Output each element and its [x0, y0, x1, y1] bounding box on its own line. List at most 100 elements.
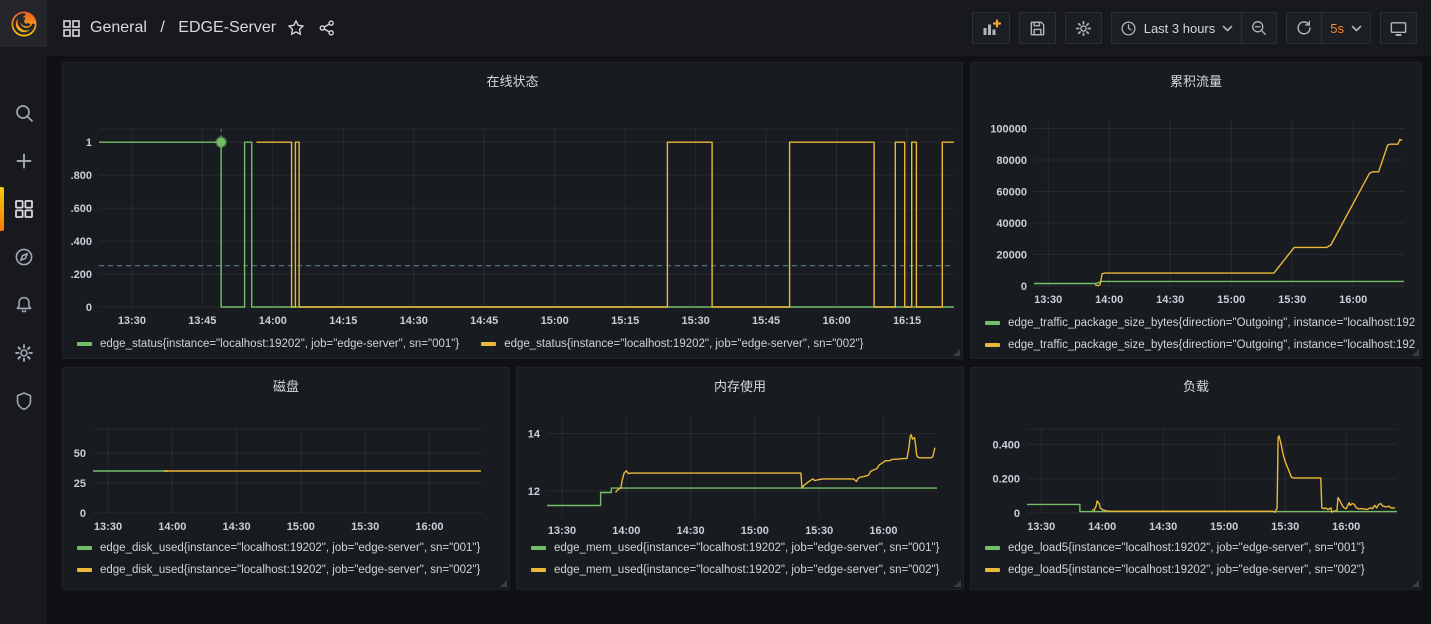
legend-item[interactable]: edge_mem_used{instance="localhost:19202"…: [531, 540, 957, 556]
dashboard-settings-button[interactable]: [1065, 12, 1102, 44]
x-tick-label: 15:30: [805, 525, 833, 536]
legend-label[interactable]: edge_mem_used{instance="localhost:19202"…: [554, 564, 939, 576]
zoom-out-button[interactable]: [1241, 12, 1277, 44]
panel-resize-handle[interactable]: [954, 580, 961, 587]
panel-title[interactable]: 内存使用: [517, 376, 963, 395]
y-tick-label: 60000: [996, 186, 1027, 198]
panel-title[interactable]: 累积流量: [971, 71, 1421, 90]
panel-resize-handle[interactable]: [953, 349, 960, 356]
grafana-logo[interactable]: [0, 0, 47, 47]
legend-swatch[interactable]: [531, 568, 546, 572]
save-icon: [1028, 19, 1047, 38]
y-tick-label: 0.800: [71, 170, 92, 182]
legend-swatch[interactable]: [985, 568, 1000, 572]
y-tick-label: 25: [74, 478, 86, 490]
sidebar-item-server-admin[interactable]: [0, 377, 47, 425]
x-tick-label: 16:00: [822, 315, 850, 327]
y-tick-label: 0.200: [71, 269, 92, 281]
x-tick-label: 13:45: [188, 315, 216, 327]
series-line-sn001: [1034, 281, 1404, 283]
legend-item[interactable]: edge_traffic_package_size_bytes{directio…: [985, 315, 1415, 331]
legend-label[interactable]: edge_disk_used{instance="localhost:19202…: [100, 542, 480, 554]
x-tick-label: 14:45: [470, 315, 498, 327]
legend-swatch[interactable]: [481, 342, 496, 346]
legend-label[interactable]: edge_status{instance="localhost:19202", …: [504, 338, 863, 350]
legend-swatch[interactable]: [985, 321, 1000, 325]
legend-label[interactable]: edge_status{instance="localhost:19202", …: [100, 338, 459, 350]
panel-title[interactable]: 负载: [971, 376, 1421, 395]
tv-monitor-icon: [1389, 19, 1408, 38]
disk-chart[interactable]: 13:3014:0014:3015:0015:3016:0002550: [71, 404, 503, 536]
legend-item[interactable]: edge_traffic_package_size_bytes{directio…: [985, 337, 1415, 353]
refresh-group: 5s: [1286, 12, 1371, 44]
gear-icon: [1074, 19, 1093, 38]
kiosk-mode-button[interactable]: [1380, 12, 1417, 44]
legend-item[interactable]: edge_status{instance="localhost:19202", …: [77, 338, 459, 350]
legend-swatch[interactable]: [985, 343, 1000, 347]
legend-swatch[interactable]: [77, 546, 92, 550]
sidebar-item-alerting[interactable]: [0, 281, 47, 329]
x-tick-label: 14:00: [158, 521, 186, 533]
save-dashboard-button[interactable]: [1019, 12, 1056, 44]
legend-item[interactable]: edge_load5{instance="localhost:19202", j…: [985, 562, 1415, 578]
sidebar-item-dashboards[interactable]: [0, 185, 47, 233]
panel-memory: 内存使用 13:3014:0014:3015:0015:3016:001214 …: [516, 367, 964, 590]
x-tick-label: 16:15: [893, 315, 921, 327]
legend-label[interactable]: edge_mem_used{instance="localhost:19202"…: [554, 542, 939, 554]
legend-item[interactable]: edge_mem_used{instance="localhost:19202"…: [531, 562, 957, 578]
load-chart[interactable]: 13:3014:0014:3015:0015:3016:0000.2000.40…: [979, 404, 1415, 536]
panel-resize-handle[interactable]: [1412, 349, 1419, 356]
sidebar-item-create[interactable]: [0, 137, 47, 185]
refresh-icon: [1295, 19, 1313, 37]
breadcrumb-section[interactable]: General: [90, 19, 147, 37]
legend-item[interactable]: edge_load5{instance="localhost:19202", j…: [985, 540, 1415, 556]
legend-item[interactable]: edge_disk_used{instance="localhost:19202…: [77, 562, 503, 578]
y-tick-label: 14: [528, 428, 541, 440]
y-tick-label: 0: [80, 508, 86, 520]
y-tick-label: 20000: [996, 249, 1027, 261]
legend-label[interactable]: edge_traffic_package_size_bytes{directio…: [1008, 317, 1415, 329]
panel-resize-handle[interactable]: [1412, 580, 1419, 587]
legend-label[interactable]: edge_load5{instance="localhost:19202", j…: [1008, 542, 1365, 554]
panel-cumulative-traffic: 累积流量 13:3014:0014:3015:0015:3016:0002000…: [970, 62, 1422, 359]
legend-label[interactable]: edge_disk_used{instance="localhost:19202…: [100, 564, 480, 576]
cumulative-traffic-chart[interactable]: 13:3014:0014:3015:0015:3016:000200004000…: [979, 97, 1415, 309]
series-line-sn001: [99, 142, 954, 307]
refresh-button[interactable]: [1286, 12, 1321, 44]
legend-label[interactable]: edge_traffic_package_size_bytes{directio…: [1008, 339, 1415, 351]
x-tick-label: 16:00: [415, 521, 443, 533]
star-button[interactable]: [285, 17, 307, 39]
bell-icon: [13, 294, 35, 316]
legend-item[interactable]: edge_disk_used{instance="localhost:19202…: [77, 540, 503, 556]
panel-resize-handle[interactable]: [500, 580, 507, 587]
sidebar-item-configuration[interactable]: [0, 329, 47, 377]
annotation-point[interactable]: [217, 138, 226, 147]
grafana-flame-icon: [9, 9, 39, 39]
panel-title[interactable]: 在线状态: [63, 71, 962, 90]
x-tick-label: 13:30: [94, 521, 122, 533]
legend-swatch[interactable]: [77, 568, 92, 572]
legend-label[interactable]: edge_load5{instance="localhost:19202", j…: [1008, 564, 1365, 576]
breadcrumb-separator: /: [156, 19, 169, 37]
online-status-chart[interactable]: 13:3013:4514:0014:1514:3014:4515:0015:15…: [71, 99, 956, 333]
search-icon: [13, 102, 35, 124]
time-range-button[interactable]: Last 3 hours: [1111, 12, 1242, 44]
x-tick-label: 14:30: [1149, 521, 1177, 533]
legend-swatch[interactable]: [985, 546, 1000, 550]
sidebar-item-explore[interactable]: [0, 233, 47, 281]
legend-item[interactable]: edge_status{instance="localhost:19202", …: [481, 338, 863, 350]
memory-chart[interactable]: 13:3014:0014:3015:0015:3016:001214: [525, 404, 957, 536]
legend-swatch[interactable]: [77, 342, 92, 346]
x-tick-label: 14:00: [259, 315, 287, 327]
series-line-sn002: [256, 142, 954, 307]
x-tick-label: 16:00: [1339, 294, 1367, 306]
share-button[interactable]: [316, 17, 338, 39]
legend-swatch[interactable]: [531, 546, 546, 550]
refresh-interval-button[interactable]: 5s: [1321, 12, 1371, 44]
y-tick-label: 50: [74, 448, 86, 460]
sidebar-item-search[interactable]: [0, 89, 47, 137]
legend: edge_mem_used{instance="localhost:19202"…: [531, 540, 957, 578]
panel-title[interactable]: 磁盘: [63, 376, 509, 395]
add-panel-button[interactable]: [972, 12, 1010, 44]
x-tick-label: 14:00: [1095, 294, 1123, 306]
